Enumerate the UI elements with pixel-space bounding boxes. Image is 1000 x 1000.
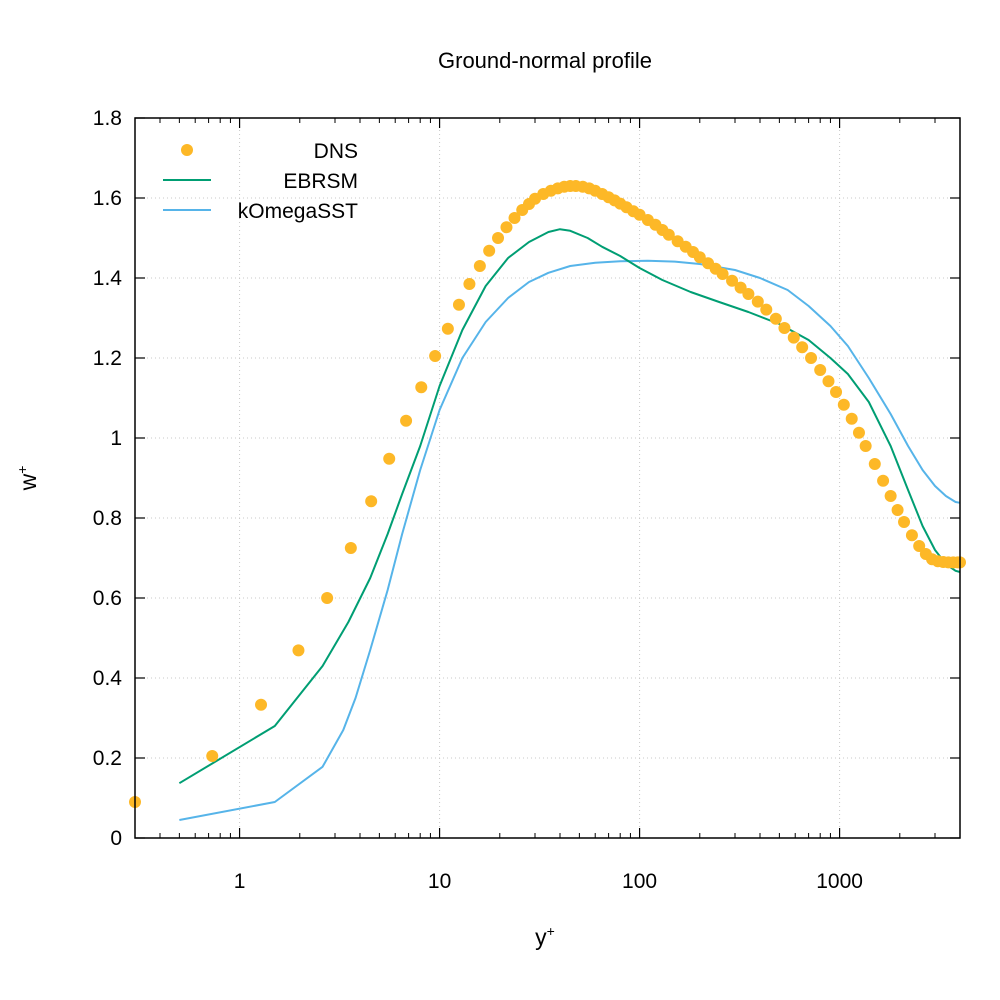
data-point — [868, 458, 881, 470]
data-point — [492, 232, 505, 244]
y-tick-label: 1.2 — [93, 347, 122, 370]
legend-label: DNS — [314, 140, 358, 163]
plot-frame — [134, 117, 961, 839]
grid — [135, 118, 960, 838]
data-point — [383, 452, 396, 465]
data-point — [508, 212, 521, 224]
x-tick-label: 10 — [428, 870, 451, 893]
data-point — [500, 221, 513, 234]
data-point — [726, 274, 739, 287]
y-tick-label: 0.2 — [93, 747, 122, 770]
y-tick-label: 1 — [110, 427, 122, 450]
x-axis-title: y+ — [535, 923, 555, 950]
y-tick-label: 0.6 — [93, 587, 122, 610]
x-tick-label: 1 — [234, 870, 246, 893]
data-point — [693, 251, 706, 264]
data-point — [483, 244, 496, 257]
legend: DNS EBRSM kOmegaSST — [163, 140, 358, 223]
series-line — [179, 259, 961, 821]
y-tick-label: 1.6 — [93, 187, 122, 210]
x-axis-label-sup: + — [547, 923, 555, 939]
x-tick-label: 100 — [622, 870, 657, 893]
x-tick-label: 1000 — [816, 870, 863, 893]
y-tick-label: 0.8 — [93, 507, 122, 530]
legend-marker — [181, 144, 193, 156]
data-point — [913, 540, 926, 552]
data-point — [292, 644, 305, 657]
data-point — [751, 295, 764, 308]
chart-title: Ground-normal profile — [438, 48, 652, 73]
data-point — [716, 268, 729, 280]
data-point — [852, 426, 865, 439]
y-tick-label: 0.4 — [93, 667, 123, 690]
data-point — [787, 331, 800, 344]
ticks: 0 0.2 0.4 0.6 0.8 1 1.2 1.4 1.6 1.8 1 10 100 1000 — [93, 107, 960, 893]
data-point — [837, 398, 850, 411]
data-point — [760, 303, 773, 316]
y-axis-title: w+ — [14, 466, 41, 492]
data-point — [891, 504, 904, 516]
data-point — [321, 592, 334, 604]
data-point — [452, 298, 465, 311]
data-point — [830, 386, 843, 398]
data-point — [429, 350, 442, 362]
data-point — [778, 322, 791, 334]
legend-label: EBRSM — [283, 170, 358, 193]
data-point — [845, 412, 858, 425]
y-tick-label: 1.4 — [93, 267, 123, 290]
data-point — [898, 516, 911, 528]
data-point — [463, 278, 476, 290]
data-point — [814, 364, 827, 376]
x-axis-label: y — [535, 924, 547, 950]
y-axis-label: w — [15, 473, 41, 491]
y-tick-label: 1.8 — [93, 107, 122, 130]
data-point — [769, 312, 782, 325]
data-point — [859, 440, 872, 452]
data-point — [662, 228, 675, 241]
y-axis-label-sup: + — [14, 466, 30, 474]
y-tick-label: 0 — [110, 827, 122, 850]
data-point — [365, 495, 378, 508]
data-point — [415, 381, 428, 394]
legend-label: kOmegaSST — [238, 200, 358, 223]
data-point — [905, 529, 918, 542]
data-point — [796, 341, 809, 354]
data-point — [344, 542, 357, 554]
data-point — [805, 352, 818, 364]
data-point — [255, 698, 268, 711]
data-point — [877, 474, 890, 487]
series-line — [178, 228, 961, 785]
data-point — [473, 260, 486, 272]
data-point — [400, 414, 413, 427]
data-point — [884, 490, 897, 502]
data-point — [822, 375, 835, 388]
series-layer — [129, 180, 966, 821]
data-point — [441, 322, 454, 335]
data-point — [206, 750, 219, 762]
data-point — [742, 288, 755, 300]
